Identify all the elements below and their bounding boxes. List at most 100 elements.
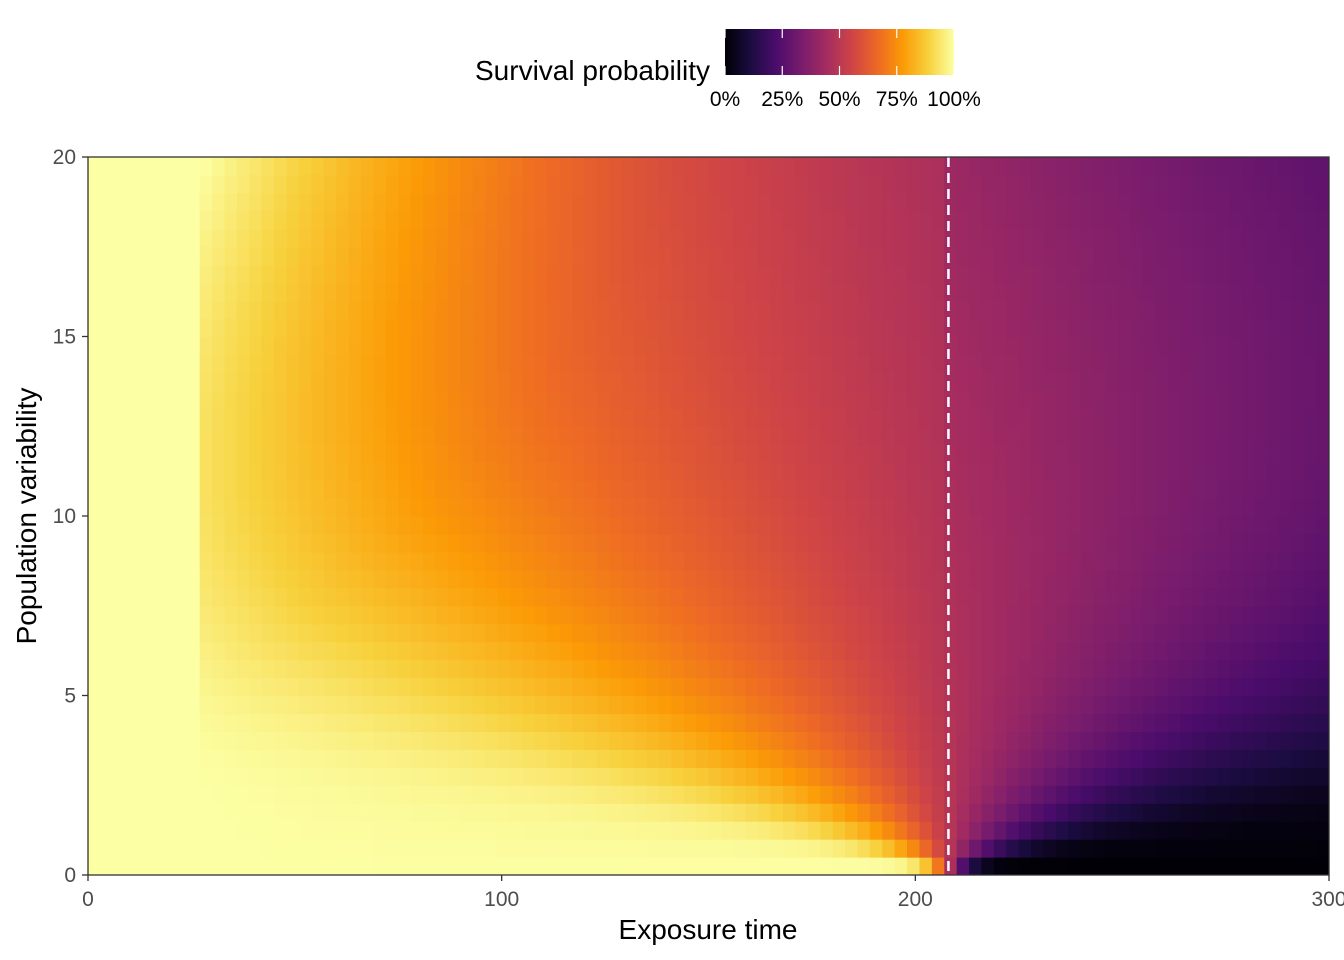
heatmap-cell <box>1006 282 1020 302</box>
heatmap-cell <box>969 157 983 176</box>
heatmap-cell <box>820 390 834 409</box>
heatmap-cell <box>571 354 585 373</box>
heatmap-cell <box>398 282 412 302</box>
heatmap-cell <box>472 480 486 499</box>
heatmap-cell <box>1279 444 1293 463</box>
heatmap-cell <box>112 480 126 499</box>
heatmap-cell <box>696 264 710 284</box>
heatmap-cell <box>1254 659 1268 679</box>
heatmap-cell <box>1192 354 1206 373</box>
heatmap-cell <box>869 533 883 553</box>
heatmap-cell <box>1192 533 1206 553</box>
heatmap-cell <box>981 623 995 643</box>
heatmap-cell <box>1167 803 1181 822</box>
heatmap-cell <box>1018 767 1032 786</box>
heatmap-cell <box>100 785 114 804</box>
heatmap-cell <box>435 857 449 875</box>
heatmap-cell <box>596 336 610 356</box>
heatmap-cell <box>112 803 126 822</box>
heatmap-cell <box>646 516 660 535</box>
heatmap-cell <box>845 587 859 607</box>
heatmap-cell <box>534 551 548 571</box>
heatmap-cell <box>1093 390 1107 409</box>
heatmap-cell <box>634 462 648 481</box>
heatmap-cell <box>907 605 921 625</box>
heatmap-cell <box>782 569 796 589</box>
heatmap-cell <box>1080 210 1094 230</box>
heatmap-cell <box>1080 677 1094 697</box>
heatmap-cell <box>348 677 362 697</box>
heatmap-cell <box>931 282 945 302</box>
heatmap-cell <box>969 713 983 732</box>
heatmap-cell <box>472 264 486 284</box>
heatmap-cell <box>931 695 945 715</box>
heatmap-cell <box>162 731 176 750</box>
heatmap-cell <box>162 749 176 768</box>
heatmap-cell <box>88 839 102 858</box>
heatmap-cell <box>1316 174 1329 194</box>
heatmap-cell <box>1155 282 1169 302</box>
heatmap-cell <box>845 300 859 320</box>
heatmap-cell <box>869 174 883 194</box>
heatmap-cell <box>472 587 486 607</box>
heatmap-cell <box>174 300 188 320</box>
heatmap-cell <box>845 695 859 715</box>
heatmap-cell <box>993 659 1007 679</box>
heatmap-cell <box>882 641 896 661</box>
heatmap-cell <box>584 372 598 391</box>
heatmap-cell <box>1192 157 1206 176</box>
heatmap-cell <box>410 713 424 732</box>
heatmap-cell <box>286 731 300 750</box>
heatmap-cell <box>348 157 362 176</box>
heatmap-cell <box>361 731 375 750</box>
heatmap-cell <box>236 354 250 373</box>
heatmap-cell <box>1118 192 1132 212</box>
heatmap-cell <box>931 462 945 481</box>
heatmap-cell <box>758 246 772 266</box>
heatmap-cell <box>1068 839 1082 858</box>
heatmap-cell <box>1006 300 1020 320</box>
heatmap-cell <box>845 533 859 553</box>
heatmap-cell <box>385 551 399 571</box>
heatmap-cell <box>956 246 970 266</box>
heatmap-cell <box>460 731 474 750</box>
heatmap-cell <box>509 228 523 248</box>
heatmap-cell <box>646 480 660 499</box>
heatmap-cell <box>1093 731 1107 750</box>
heatmap-cell <box>683 318 697 338</box>
heatmap-cell <box>1142 210 1156 230</box>
heatmap-cell <box>323 695 337 715</box>
heatmap-cell <box>1279 533 1293 553</box>
heatmap-cell <box>720 426 734 445</box>
heatmap-cell <box>336 803 350 822</box>
heatmap-cell <box>1031 695 1045 715</box>
heatmap-cell <box>125 623 139 643</box>
heatmap-cell <box>658 857 672 875</box>
heatmap-cell <box>969 767 983 786</box>
heatmap-cell <box>1018 246 1032 266</box>
heatmap-cell <box>1142 300 1156 320</box>
heatmap-cell <box>993 821 1007 840</box>
heatmap-cell <box>696 318 710 338</box>
heatmap-cell <box>907 749 921 768</box>
heatmap-cell <box>782 498 796 517</box>
heatmap-cell <box>298 516 312 535</box>
heatmap-cell <box>931 300 945 320</box>
heatmap-cell <box>286 318 300 338</box>
heatmap-cell <box>1204 839 1218 858</box>
heatmap-cell <box>1068 677 1082 697</box>
heatmap-cell <box>1217 803 1231 822</box>
heatmap-cell <box>348 767 362 786</box>
heatmap-cell <box>509 605 523 625</box>
heatmap-cell <box>1055 659 1069 679</box>
heatmap-cell <box>460 157 474 176</box>
heatmap-cell <box>361 677 375 697</box>
heatmap-cell <box>1043 192 1057 212</box>
heatmap-cell <box>1229 228 1243 248</box>
heatmap-cell <box>410 551 424 571</box>
heatmap-cell <box>249 408 263 427</box>
heatmap-cell <box>1018 551 1032 571</box>
heatmap-cell <box>696 713 710 732</box>
heatmap-cell <box>683 695 697 715</box>
heatmap-cell <box>88 390 102 409</box>
